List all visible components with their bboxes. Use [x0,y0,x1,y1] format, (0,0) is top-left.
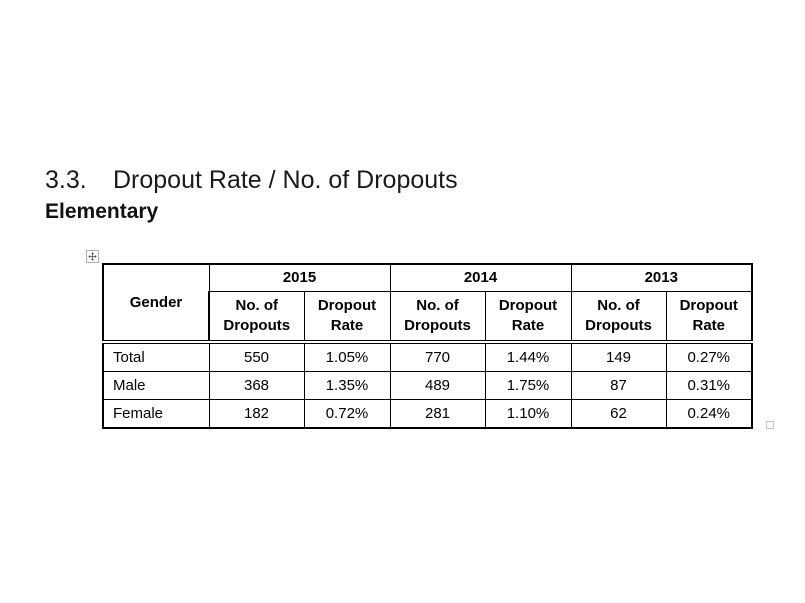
table-header-years: Gender 2015 2014 2013 [102,263,753,343]
subheading-elementary: Elementary [45,200,159,223]
cell-value: 550 [208,340,305,372]
cell-value: 1.05% [303,340,391,372]
cell-value: 770 [389,340,486,372]
header-2014-rate: Dropout Rate [484,291,572,343]
table-row-male: Male 368 1.35% 489 1.75% 87 0.31% [102,371,753,400]
cell-value: 0.31% [665,371,753,400]
table-row-total: Total 550 1.05% 770 1.44% 149 0.27% [102,340,753,372]
section-title: Dropout Rate / No. of Dropouts [113,166,458,194]
cell-value: 0.24% [665,399,753,429]
cell-value: 281 [389,399,486,429]
cell-gender: Total [102,340,210,372]
section-number: 3.3. [45,166,87,194]
dropout-table: Gender 2015 2014 2013 No. of Dropouts Dr… [102,263,753,429]
header-gender: Gender [102,263,210,343]
cell-value: 182 [208,399,305,429]
cell-value: 1.75% [484,371,572,400]
header-year-2013: 2013 [570,263,753,292]
header-2015-rate: Dropout Rate [303,291,391,343]
header-2014-count: No. of Dropouts [389,291,486,343]
cell-gender: Male [102,371,210,400]
header-year-2014: 2014 [389,263,572,292]
move-icon [88,252,97,261]
header-year-2015: 2015 [208,263,391,292]
cell-value: 62 [570,399,667,429]
header-2015-count: No. of Dropouts [208,291,305,343]
section-heading: 3.3. Dropout Rate / No. of Dropouts [45,166,458,195]
table-row-female: Female 182 0.72% 281 1.10% 62 0.24% [102,399,753,429]
table-header-subcolumns: No. of Dropouts Dropout Rate No. of Drop… [103,291,753,343]
header-2013-count: No. of Dropouts [570,291,667,343]
cell-value: 87 [570,371,667,400]
cell-value: 489 [389,371,486,400]
cell-value: 149 [570,340,667,372]
header-2013-rate: Dropout Rate [665,291,753,343]
table-move-handle[interactable] [86,250,99,263]
cell-value: 1.44% [484,340,572,372]
cell-value: 368 [208,371,305,400]
cell-gender: Female [102,399,210,429]
cell-value: 1.10% [484,399,572,429]
cell-value: 0.27% [665,340,753,372]
cell-value: 0.72% [303,399,391,429]
dropout-table-container: Gender 2015 2014 2013 No. of Dropouts Dr… [102,263,753,429]
cell-value: 1.35% [303,371,391,400]
table-resize-handle[interactable] [766,421,774,429]
